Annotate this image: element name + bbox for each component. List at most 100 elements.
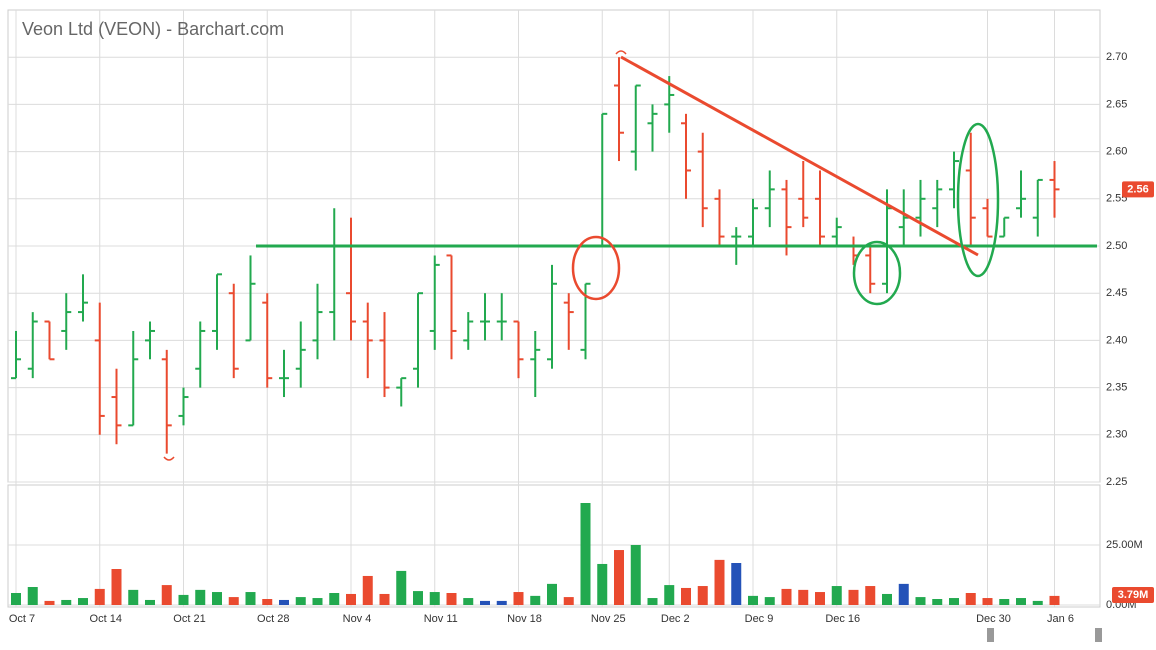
- volume-bar: [446, 593, 457, 605]
- x-tick-label: Jan 6: [1047, 613, 1074, 625]
- volume-bar: [346, 593, 356, 605]
- volume-bar: [94, 588, 105, 605]
- y-tick-label: 2.35: [1106, 382, 1127, 394]
- last-price-box: [1122, 181, 1154, 198]
- volume-bar: [312, 598, 323, 605]
- x-tick-label: Dec 2: [661, 613, 690, 625]
- volume-bar: [27, 587, 38, 605]
- low-marker: [163, 456, 175, 461]
- volume-bar: [463, 598, 474, 605]
- volume-bar: [295, 597, 306, 605]
- volume-bar: [982, 598, 993, 605]
- x-tick-label: Dec 16: [825, 613, 860, 625]
- x-tick-label: Nov 18: [507, 613, 542, 625]
- last-volume-box: [1112, 587, 1154, 603]
- volume-bar: [815, 592, 825, 605]
- volume-bar: [714, 559, 725, 605]
- y-tick-label: 2.70: [1106, 51, 1127, 63]
- volume-bar: [329, 593, 340, 605]
- circle-annotation: [852, 240, 902, 306]
- volume-bar: [496, 600, 507, 605]
- high-marker: [615, 50, 627, 55]
- volume-bar: [882, 593, 892, 605]
- volume-bar: [195, 589, 206, 605]
- volume-bar: [212, 592, 222, 605]
- volume-bar: [44, 600, 55, 605]
- volume-bar: [262, 599, 273, 605]
- volume-bar: [11, 593, 21, 605]
- volume-bar: [178, 594, 189, 605]
- volume-bar: [664, 585, 675, 605]
- x-tick-label: Nov 11: [424, 613, 458, 625]
- volume-bar: [128, 589, 139, 605]
- y-tick-label: 2.30: [1106, 429, 1127, 441]
- volume-bar: [999, 599, 1010, 605]
- x-tick-label: Nov 4: [343, 613, 372, 625]
- x-tick-label: Dec 9: [745, 613, 774, 625]
- volume-bar: [279, 599, 289, 605]
- volume-bar: [949, 598, 959, 605]
- y-tick-label: 2.45: [1106, 287, 1127, 299]
- volume-bar: [245, 592, 256, 605]
- y-tick-label: 25.00M: [1106, 539, 1143, 551]
- volume-bar: [396, 570, 407, 605]
- volume-bar: [78, 598, 88, 605]
- x-tick-label: Nov 25: [591, 613, 626, 625]
- last-volume-label: 3.79M: [1118, 589, 1149, 601]
- x-tick-label: Oct 28: [257, 613, 289, 625]
- chart-title: Veon Ltd (VEON) - Barchart.com: [22, 19, 284, 39]
- volume-bar: [630, 545, 641, 605]
- volume-bar: [547, 583, 557, 605]
- volume-bar: [731, 563, 742, 605]
- x-tick-label: Oct 21: [173, 613, 205, 625]
- circle-annotation: [956, 122, 1000, 278]
- scroll-handle[interactable]: [1095, 628, 1102, 642]
- volume-bar: [513, 592, 524, 605]
- trend-line: [620, 55, 979, 257]
- x-tick-label: Oct 7: [9, 613, 35, 625]
- volume-bar: [748, 595, 758, 605]
- volume-bar: [379, 593, 390, 605]
- y-tick-label: 2.40: [1106, 334, 1127, 346]
- volume-bar: [1049, 595, 1060, 605]
- y-tick-label: 2.25: [1106, 476, 1127, 488]
- y-tick-label: 2.50: [1106, 240, 1127, 252]
- x-tick-label: Oct 14: [90, 613, 122, 625]
- annotations: [163, 50, 1102, 642]
- volume-bar: [798, 589, 809, 605]
- volume-bar: [429, 592, 440, 605]
- volume-bar: [965, 593, 976, 605]
- volume-bar: [362, 575, 373, 605]
- volume-bar: [614, 550, 624, 605]
- scroll-handle[interactable]: [987, 628, 994, 642]
- volume-bar: [161, 585, 172, 605]
- volume-bar: [563, 597, 574, 605]
- y-tick-label: 2.65: [1106, 98, 1127, 110]
- volume-bar: [480, 600, 490, 605]
- volume-bar: [831, 586, 842, 605]
- last-price-label: 2.56: [1127, 183, 1148, 195]
- volume-bar: [1032, 600, 1043, 605]
- x-tick-label: Dec 30: [976, 613, 1011, 625]
- volume-bar: [580, 503, 591, 605]
- volume-bar: [932, 599, 943, 605]
- volume-bar: [915, 597, 926, 605]
- circle-annotation: [571, 235, 621, 301]
- volume-bar: [1016, 598, 1026, 605]
- volume-bar: [597, 563, 608, 605]
- volume-bar: [111, 569, 122, 605]
- volume-bar: [898, 583, 909, 605]
- volume-bar: [865, 586, 876, 605]
- volume-bar: [228, 597, 239, 605]
- volume-bar: [145, 599, 155, 605]
- volume-bar: [781, 588, 792, 605]
- y-tick-label: 2.60: [1106, 146, 1127, 158]
- volume-bar: [647, 598, 658, 605]
- volume-bar: [764, 597, 775, 605]
- volume-bar: [848, 589, 859, 605]
- volume-bar: [61, 599, 72, 605]
- volume-bar: [681, 587, 691, 605]
- volume-bar: [530, 595, 541, 605]
- volume-bar: [697, 586, 708, 605]
